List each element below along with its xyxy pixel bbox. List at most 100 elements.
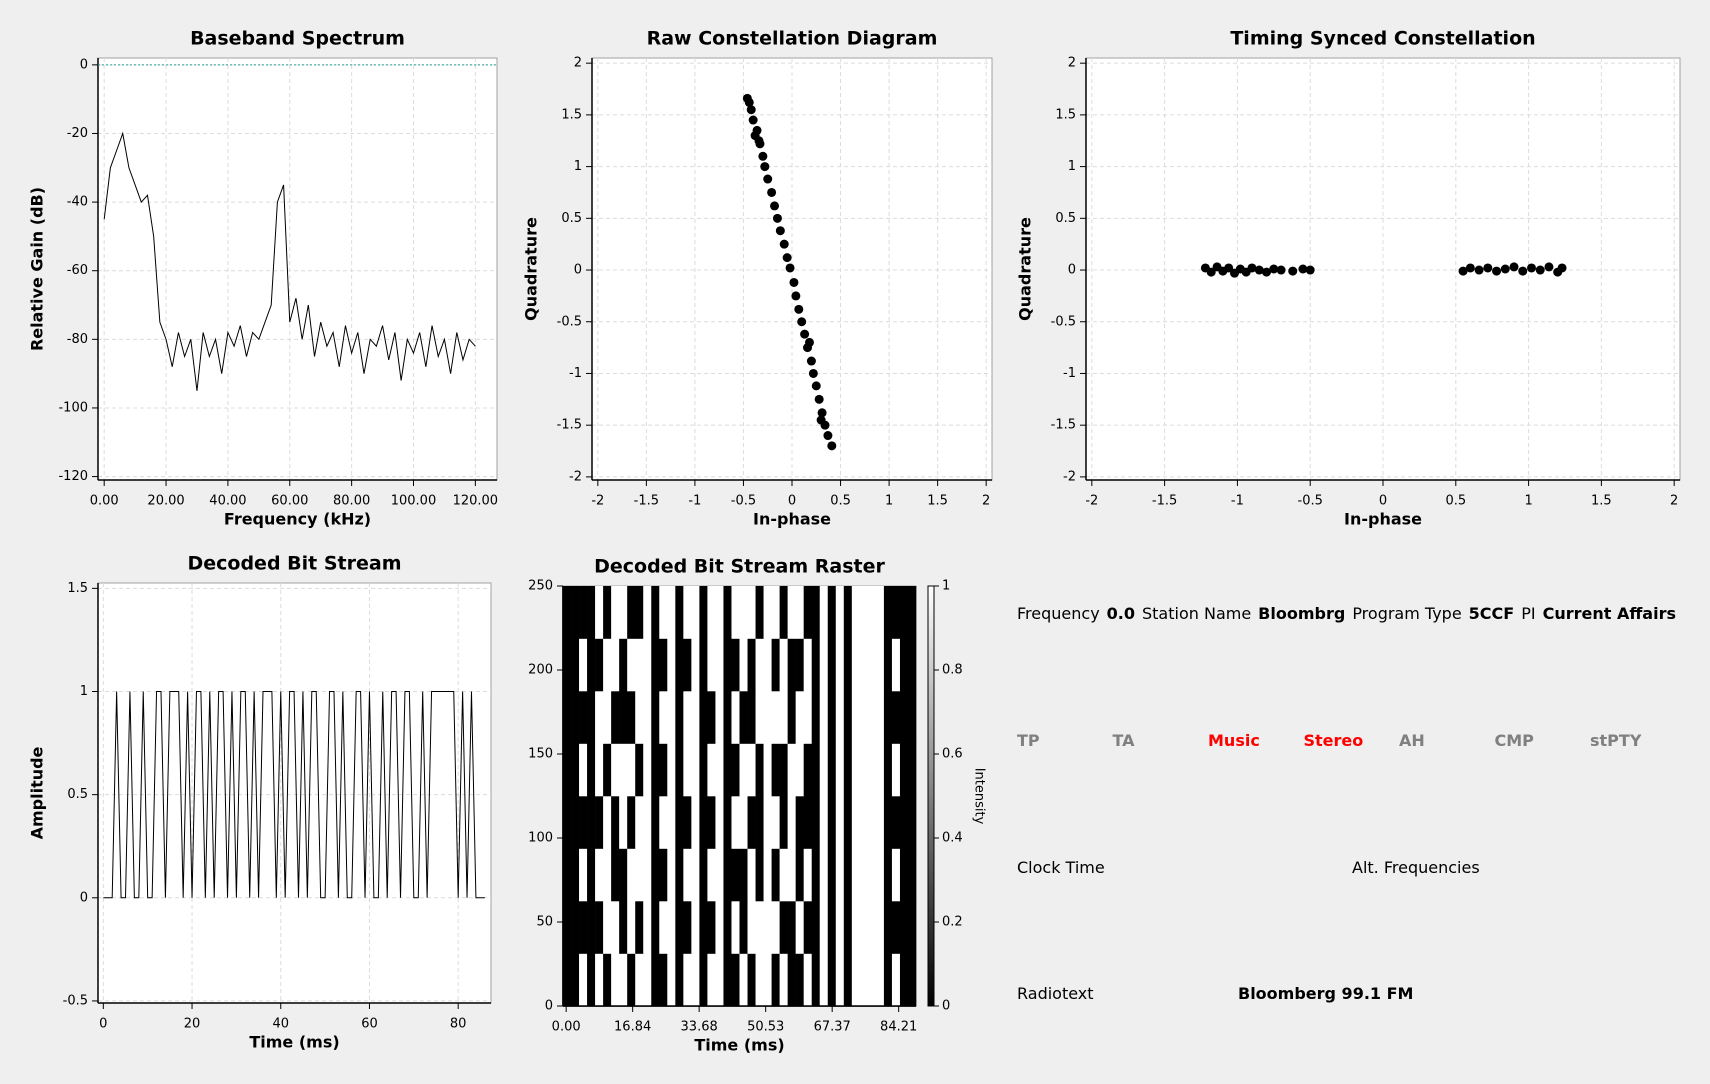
raster-cell [667, 743, 676, 797]
plot-area [97, 582, 492, 1004]
point [1305, 265, 1315, 275]
raster-cell [603, 901, 612, 954]
point [794, 304, 804, 314]
raster-cell [619, 953, 628, 1007]
point [1298, 264, 1308, 274]
raster-cell [563, 743, 572, 797]
y-tick-label: -60 [67, 263, 88, 278]
raster-cell [635, 743, 644, 797]
point [748, 115, 758, 125]
status-flag: CMP [1494, 731, 1534, 750]
raster-cell [867, 586, 877, 639]
y-tick-label: 1.5 [67, 581, 88, 596]
x-tick-label: 40 [272, 1017, 289, 1032]
raster-cell [803, 953, 813, 1007]
raster-cell [827, 796, 837, 849]
raster-cell [755, 848, 764, 902]
raster-cell [635, 586, 644, 639]
x-tick-label: 2 [1670, 494, 1678, 509]
x-tick-label: 20.00 [147, 494, 184, 509]
point [772, 213, 782, 223]
plot-area [97, 57, 498, 481]
point [1483, 263, 1493, 273]
raster-cell [587, 586, 596, 639]
raster-cell [611, 691, 620, 744]
status-flag: TP [1017, 731, 1040, 750]
raster-cell [603, 638, 612, 692]
raster-cell [899, 691, 909, 744]
raster-cell [907, 638, 917, 692]
x-tick-label: 40.00 [209, 494, 246, 509]
raster-cell [595, 638, 604, 692]
raster-cell [659, 796, 668, 849]
raster-cell [739, 901, 748, 954]
raster-cell [811, 953, 821, 1007]
y-tick-label: 2 [1068, 56, 1076, 71]
raster-cell [827, 848, 837, 902]
x-tick-label: 33.68 [681, 1020, 718, 1035]
raster-cell [571, 638, 580, 692]
raster-cell [595, 743, 604, 797]
raster-cell [595, 953, 604, 1007]
raster-cell [779, 638, 788, 692]
x-tick-label: 50.53 [747, 1020, 784, 1035]
raster-cell [747, 691, 756, 744]
status-flag: Stereo [1303, 731, 1364, 750]
y-tick-label: 0.5 [561, 211, 582, 226]
raster-cell [651, 953, 660, 1007]
raster-cell [731, 586, 740, 639]
y-tick-label: -1.5 [557, 418, 582, 433]
raster-cell [627, 586, 636, 639]
raster-cell [595, 796, 604, 849]
raster-cell [835, 848, 845, 902]
flags: TP TA Music Stereo AH CMP stPTY [1017, 731, 1707, 755]
raster-cell [899, 796, 909, 849]
label: Frequency [1017, 604, 1100, 623]
label: Alt. Frequencies [1352, 858, 1480, 877]
raster-cell [707, 953, 716, 1007]
raster-cell [571, 796, 580, 849]
raster-cell [699, 953, 708, 1007]
x-tick-label: 0 [99, 1017, 107, 1032]
raster-cell [811, 743, 821, 797]
raster-cell [611, 638, 620, 692]
raster-cell [883, 691, 893, 744]
raster-cell [667, 848, 676, 902]
x-tick-label: 120.00 [453, 494, 499, 509]
y-tick-label: 50 [536, 915, 553, 930]
raster-cell [659, 586, 668, 639]
raster-cell [635, 796, 644, 849]
raster-cell [675, 743, 684, 797]
raster-cell [899, 848, 909, 902]
raster-cell [819, 848, 829, 902]
raster-cell [627, 953, 636, 1007]
raster-cell [731, 848, 740, 902]
raster-cell [643, 953, 652, 1007]
raster-cell [899, 743, 909, 797]
raster-cell [795, 638, 804, 692]
raster-cell [819, 586, 829, 639]
raster-cell [819, 638, 829, 692]
raster-cell [715, 796, 724, 849]
raster-cell [611, 848, 620, 902]
raster-cell [611, 743, 620, 797]
raster-cell [851, 796, 861, 849]
y-tick-label: -0.5 [1051, 314, 1076, 329]
x-tick-label: -1.5 [634, 494, 659, 509]
point [1535, 265, 1545, 275]
raster-cell [659, 848, 668, 902]
point [755, 139, 765, 149]
point [767, 187, 777, 197]
raster-cell [723, 691, 732, 744]
raster-cell [827, 638, 837, 692]
value: Bloomberg 99.1 FM [1238, 984, 1413, 1003]
raster-cell [643, 586, 652, 639]
raster-cell [723, 848, 732, 902]
raster-cell [603, 796, 612, 849]
x-tick-label: 0.00 [90, 494, 119, 509]
point [800, 329, 810, 339]
raster-cell [835, 901, 845, 954]
raster-cell [779, 901, 788, 954]
raster-cell [691, 796, 700, 849]
